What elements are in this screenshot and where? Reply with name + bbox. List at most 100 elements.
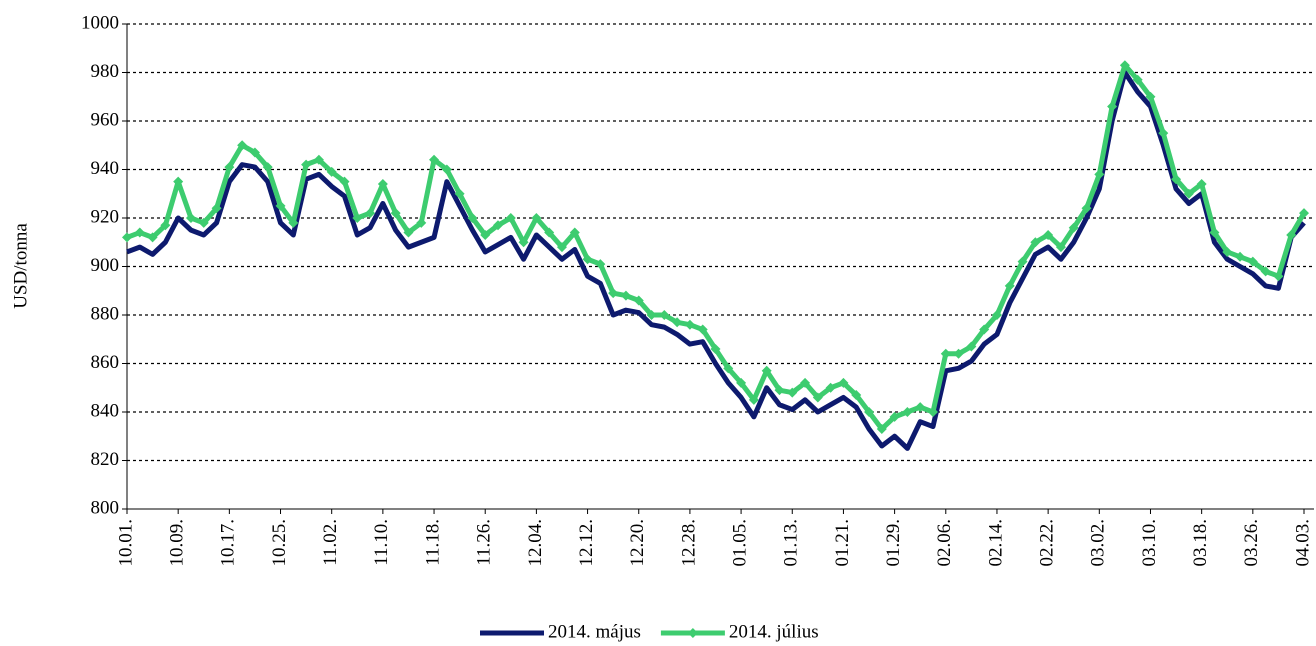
y-tick-label: 800 — [91, 497, 120, 518]
marker — [940, 348, 951, 359]
marker — [761, 365, 772, 376]
marker — [237, 140, 248, 151]
x-tick-label: 01.21. — [832, 519, 853, 567]
marker — [1196, 179, 1207, 190]
marker — [556, 242, 567, 253]
marker — [198, 217, 209, 228]
marker — [1273, 271, 1284, 282]
marker — [991, 310, 1002, 320]
marker — [301, 159, 312, 170]
legend-label: 2014. május — [548, 621, 641, 642]
marker — [390, 208, 401, 219]
marker — [365, 208, 376, 219]
y-tick-label: 860 — [91, 352, 120, 373]
marker — [672, 317, 683, 328]
marker — [544, 227, 555, 238]
marker — [800, 377, 811, 388]
marker — [812, 392, 823, 403]
marker — [147, 232, 158, 243]
x-tick-label: 10.01. — [115, 519, 136, 567]
marker — [339, 176, 350, 187]
marker — [1132, 74, 1143, 85]
marker — [787, 387, 798, 398]
marker — [493, 220, 504, 231]
x-tick-label: 12.04. — [525, 519, 546, 567]
marker — [723, 363, 734, 374]
x-tick-label: 12.12. — [576, 519, 597, 567]
y-tick-label: 980 — [91, 61, 120, 82]
marker — [1107, 101, 1118, 112]
x-tick-label: 11.02. — [320, 519, 341, 566]
marker — [953, 348, 964, 359]
x-tick-label: 02.14. — [985, 519, 1006, 567]
marker — [480, 229, 491, 240]
marker — [582, 254, 593, 265]
y-axis-label: USD/tonna — [10, 223, 31, 309]
marker — [864, 407, 875, 417]
marker — [505, 213, 516, 223]
marker — [429, 154, 440, 165]
marker — [851, 390, 862, 401]
legend-marker — [687, 628, 698, 638]
marker — [1043, 229, 1054, 240]
marker — [1119, 60, 1130, 71]
marker — [1209, 227, 1220, 238]
x-tick-label: 01.13. — [781, 519, 802, 567]
x-tick-label: 11.26. — [474, 519, 495, 566]
y-tick-label: 940 — [91, 158, 120, 179]
y-tick-label: 880 — [91, 303, 120, 324]
marker — [684, 319, 695, 330]
marker — [262, 162, 273, 173]
x-tick-label: 12.28. — [678, 519, 699, 567]
marker — [1286, 229, 1297, 240]
marker — [659, 310, 670, 320]
marker — [620, 290, 631, 301]
marker — [595, 259, 606, 270]
y-tick-label: 920 — [91, 206, 120, 227]
marker — [467, 213, 478, 223]
marker — [275, 200, 286, 211]
x-tick-label: 03.10. — [1139, 519, 1160, 567]
marker — [569, 227, 580, 238]
marker — [1235, 251, 1246, 262]
marker — [416, 217, 427, 228]
marker — [224, 162, 235, 173]
marker — [185, 213, 196, 223]
marker — [454, 188, 465, 199]
marker — [134, 227, 145, 238]
y-tick-label: 820 — [91, 449, 120, 470]
marker — [748, 394, 759, 405]
marker — [927, 407, 938, 417]
legend-label: 2014. július — [729, 621, 819, 642]
y-tick-label: 840 — [91, 400, 120, 421]
marker — [697, 324, 708, 335]
x-tick-label: 11.10. — [371, 519, 392, 566]
marker — [403, 227, 414, 238]
x-tick-label: 03.18. — [1190, 519, 1211, 567]
y-tick-label: 900 — [91, 255, 120, 276]
marker — [774, 385, 785, 396]
marker — [326, 166, 337, 177]
marker — [122, 232, 132, 243]
marker — [441, 164, 452, 175]
marker — [377, 179, 388, 190]
x-tick-label: 10.17. — [218, 519, 239, 567]
marker — [710, 343, 721, 354]
marker — [1004, 280, 1015, 291]
marker — [288, 217, 299, 228]
marker — [736, 377, 747, 388]
marker — [608, 288, 619, 299]
marker — [1094, 169, 1105, 180]
marker — [966, 341, 977, 352]
marker — [889, 411, 900, 422]
marker — [1158, 128, 1169, 139]
marker — [915, 402, 926, 413]
marker — [1030, 237, 1041, 248]
marker — [1299, 208, 1309, 219]
x-tick-label: 02.22. — [1036, 519, 1057, 567]
marker — [646, 310, 657, 320]
y-tick-label: 960 — [91, 109, 120, 130]
marker — [838, 377, 849, 388]
x-tick-label: 10.25. — [269, 519, 290, 567]
marker — [633, 295, 644, 306]
